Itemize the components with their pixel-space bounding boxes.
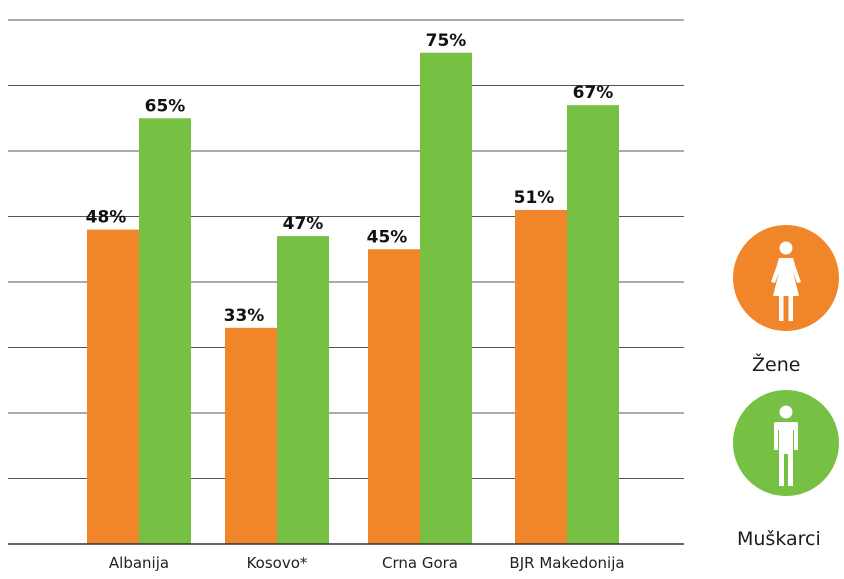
value-label: 33% [224,306,265,326]
bar-zene-0 [87,229,139,544]
bar-muskarci-0 [139,118,191,544]
category-label: BJR Makedonija [509,554,624,572]
bar-zene-2 [368,249,420,544]
category-label: Albanija [109,554,169,572]
man-icon [774,405,798,486]
legend-women-circle [733,225,839,331]
bar-zene-3 [515,209,567,544]
value-label: 65% [145,96,186,116]
bar-muskarci-2 [420,52,472,544]
legend-women-label: Žene [752,354,801,376]
value-label: 48% [86,208,127,228]
bar-muskarci-3 [567,105,619,545]
value-labels: 48% 65% 33% 47% 45% 75% 51% 67% [86,31,614,326]
value-label: 67% [573,83,614,103]
category-label: Crna Gora [382,554,458,572]
value-label: 75% [426,31,467,51]
legend-men: Muškarci [732,390,844,550]
category-labels: Albanija Kosovo* Crna Gora BJR Makedonija [109,554,625,572]
category-label: Kosovo* [247,554,308,572]
value-label: 47% [283,214,324,234]
legend-women: Žene [732,225,844,376]
woman-icon [771,241,801,321]
legend-men-label: Muškarci [737,528,821,550]
bar-chart: 48% 65% 33% 47% 45% 75% 51% 67% Albanija Kosovo*… [8,19,684,572]
value-label: 51% [514,188,555,208]
value-label: 45% [367,227,408,247]
bar-muskarci-1 [277,236,329,544]
bars [87,52,619,545]
bar-zene-1 [225,327,277,544]
legend-men-circle [733,390,839,496]
